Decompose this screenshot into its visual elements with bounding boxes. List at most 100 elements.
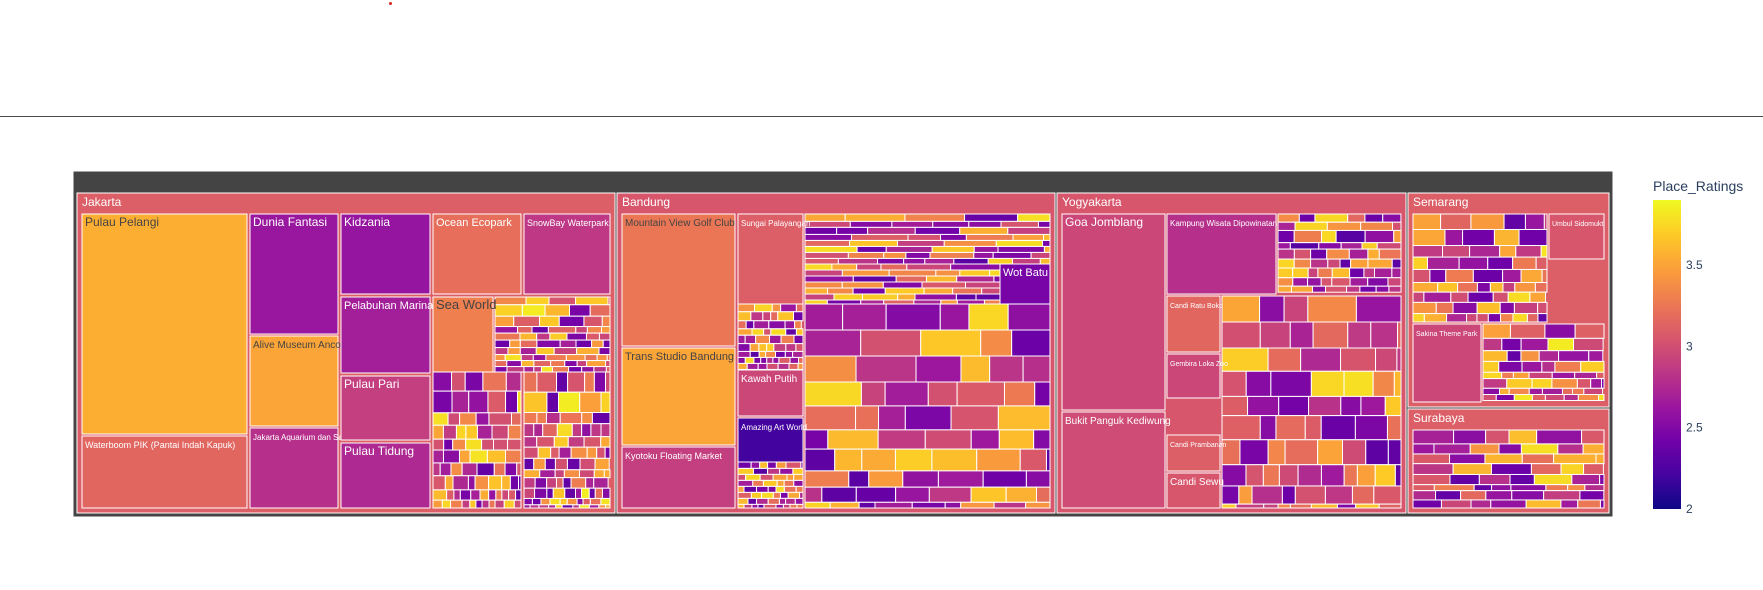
jakarta-filler1-tile-6-0 [494,347,509,356]
bandung-filler4-tile-7-5 [775,503,784,509]
bandung-filler2-tile-0-1 [842,303,887,331]
jakarta-filler2-tile-3-4 [571,423,583,438]
bandung-filler1-tile-6-6 [956,299,985,305]
yogyakarta-filler0-tile-6-6 [1363,267,1375,279]
semarang-filler0-tile-0-5 [1543,213,1548,230]
jakarta-filler0-tile-8-6 [488,489,497,501]
yogyakarta-filler1-tile-3-6 [1393,370,1402,397]
jakarta-filler0-tile-0-1 [451,371,466,392]
bandung-filler2-tile-7-0 [804,470,850,488]
bandung-filler3-tile-0-3 [780,303,797,313]
bandung-filler0-tile-5-4 [973,245,999,253]
jakarta-filler2-tile-11-1 [529,504,540,509]
jakarta-filler1-tile-4-4 [566,332,587,341]
yogyakarta-filler1-tile-6-4 [1317,439,1343,466]
jakarta-filler1-tile-2-2 [539,315,560,328]
bandung-filler1-tile-1-2 [888,269,937,277]
yogyakarta-filler0-tile-8-3 [1325,285,1348,293]
city-label-bandung: Bandung [622,195,670,209]
jakarta-filler0-tile-4-0 [432,438,445,451]
surabaya-filler0-tile-1-6 [1582,443,1605,455]
semarang-filler0-tile-4-3 [1472,268,1504,284]
jakarta-filler2-tile-6-2 [544,457,556,471]
bandung-filler2-tile-1-0 [804,329,862,357]
bandung-filler2-tile-9-7 [993,501,1027,509]
bandung-filler0-tile-4-0 [804,239,851,247]
yogyakarta-filler1-tile-1-5 [1370,321,1399,349]
place-kidzania [340,213,431,295]
jakarta-filler0-tile-2-0 [432,412,449,426]
yogyakarta-filler1-tile-1-6 [1397,321,1402,349]
bandung-filler3-tile-4-2 [755,334,771,345]
semarang-filler0-tile-2-3 [1499,245,1517,258]
semarang-filler0-tile-7-2 [1452,301,1478,315]
jakarta-filler1-tile-7-6 [584,354,598,362]
bandung-filler3-tile-7-7 [789,356,800,364]
jakarta-filler2-tile-9-4 [564,487,577,499]
jakarta-filler1-tile-3-2 [531,326,549,334]
bandung-filler0-tile-0-1 [844,213,906,222]
jakarta-filler1-tile-2-3 [558,315,585,328]
bandung-filler3-tile-6-4 [775,350,786,358]
jakarta-filler0-tile-2-3 [475,412,490,426]
surabaya-filler0-tile-2-1 [1449,453,1486,465]
bandung-filler1-tile-4-6 [981,287,1001,295]
bandung-filler2-tile-4-4 [950,405,999,431]
bandung-filler3-tile-4-0 [737,334,746,345]
jakarta-filler1-tile-7-0 [494,354,506,362]
jakarta-filler0-tile-7-3 [467,475,476,491]
jakarta-filler2-tile-10-0 [523,497,533,506]
jakarta-filler0-tile-6-4 [476,462,495,477]
yogyakarta-filler0-tile-6-3 [1317,267,1333,279]
yogyakarta-filler1-tile-0-3 [1307,295,1357,323]
jakarta-filler0-tile-6-2 [450,462,463,477]
bandung-filler1-tile-6-7 [983,299,1001,305]
bandung-filler3-tile-7-1 [744,356,755,364]
bandung-filler2-tile-8-1 [821,486,857,503]
bandung-filler2-tile-5-3 [924,429,972,450]
bandung-filler4-tile-5-0 [737,491,752,499]
place-label-kyotoku-floating-market: Kyotoku Floating Market [625,451,723,461]
semarang-filler0-tile-8-5 [1487,313,1502,323]
jakarta-filler1-tile-4-6 [598,332,611,341]
jakarta-filler2-tile-5-2 [550,446,560,459]
yogyakarta-filler1-tile-2-0 [1221,347,1269,372]
place-label-bukit-panguk-kediwung: Bukit Panguk Kediwung [1065,416,1171,427]
bandung-filler3-tile-5-2 [758,343,768,352]
semarang-filler0-tile-4-1 [1429,268,1447,284]
place-kyotoku-floating-market [621,446,736,509]
semarang-filler1-tile-3-1 [1498,360,1523,373]
yogyakarta-filler1-tile-5-3 [1304,415,1322,441]
bandung-filler0-tile-3-5 [1012,233,1045,241]
jakarta-filler1-tile-8-7 [586,360,607,368]
yogyakarta-filler1-tile-3-2 [1270,370,1312,397]
bandung-filler2-tile-2-4 [989,355,1024,383]
bandung-filler4-tile-7-8 [796,503,804,509]
jakarta-filler2-tile-11-5 [561,504,574,509]
surabaya-filler0-tile-7-7 [1599,499,1605,509]
place-goa-jomblang [1061,213,1166,411]
bandung-filler0-tile-3-1 [850,233,909,241]
bandung-filler1-tile-1-1 [841,269,890,277]
place-label-gembira-loka-zoo: Gembira Loka Zoo [1170,361,1228,368]
bandung-filler0-tile-7-6 [987,257,1013,265]
jakarta-filler1-tile-8-0 [494,360,508,368]
jakarta-filler0-tile-3-6 [507,424,522,440]
yogyakarta-filler0-tile-5-0 [1277,258,1295,269]
yogyakarta-filler0-tile-4-0 [1277,248,1295,260]
place-label-mountain-view-golf-club: Mountain View Golf Club [625,218,735,229]
jakarta-filler2-tile-1-0 [523,391,548,414]
yogyakarta-filler0-tile-7-6 [1367,277,1389,287]
jakarta-filler0-tile-0-3 [482,371,507,392]
surabaya-filler0-tile-3-2 [1490,463,1532,475]
semarang-filler1-tile-6-7 [1583,387,1604,396]
bandung-filler4-tile-7-6 [782,503,791,509]
bandung-filler3-tile-6-2 [758,350,767,358]
semarang-filler0-tile-1-1 [1444,228,1464,247]
jakarta-filler0-tile-9-4 [469,499,477,509]
yogyakarta-filler1-tile-4-4 [1340,395,1362,417]
yogyakarta-filler1-tile-8-0 [1221,485,1240,505]
place-label-candi-prambanan: Candi Prambanan [1170,442,1227,449]
bandung-filler4-tile-2-2 [759,473,774,481]
yogyakarta-filler0-tile-3-2 [1318,242,1342,250]
